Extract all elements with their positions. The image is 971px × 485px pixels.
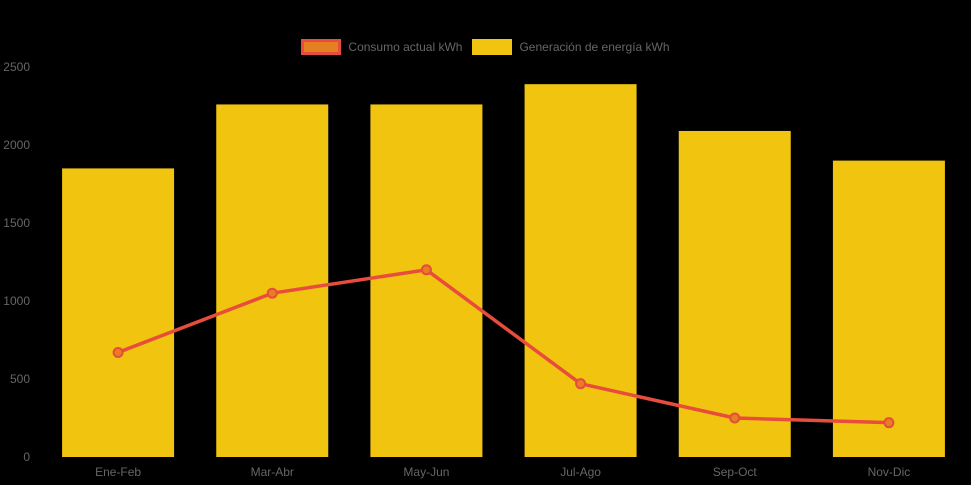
legend-swatch-generacion-icon (472, 39, 513, 55)
bar-Ene-Feb[interactable] (62, 168, 175, 457)
y-tick-label: 1500 (3, 216, 30, 230)
legend-label-consumo: Consumo actual kWh (348, 40, 463, 54)
legend-item-consumo[interactable]: Consumo actual kWh (301, 39, 462, 55)
bar-Mar-Abr[interactable] (216, 104, 329, 457)
y-tick-label: 0 (23, 450, 30, 464)
legend-swatch-consumo-icon (301, 39, 342, 55)
legend-label-generacion: Generación de energía kWh (519, 40, 670, 54)
point-Mar-Abr[interactable] (266, 287, 278, 299)
chart-legend: Consumo actual kWh Generación de energía… (0, 39, 971, 55)
point-Jul-Ago[interactable] (575, 378, 587, 390)
x-tick-label: Ene-Feb (95, 465, 141, 479)
point-May-Jun[interactable] (420, 264, 432, 276)
consumption-line (116, 268, 891, 425)
x-tick-label: May-Jun (403, 465, 449, 479)
y-tick-label: 500 (10, 372, 30, 386)
x-tick-label: Mar-Abr (251, 465, 294, 479)
legend-item-generacion[interactable]: Generación de energía kWh (472, 39, 670, 55)
bar-Nov-Dic[interactable] (832, 160, 945, 457)
point-Nov-Dic[interactable] (883, 417, 895, 429)
y-tick-label: 2500 (3, 60, 30, 74)
bar-Jul-Ago[interactable] (524, 84, 637, 457)
point-Sep-Oct[interactable] (729, 412, 741, 424)
y-tick-label: 2000 (3, 138, 30, 152)
bar-May-Jun[interactable] (370, 104, 483, 457)
bar-Sep-Oct[interactable] (678, 130, 791, 457)
x-tick-label: Sep-Oct (713, 465, 758, 479)
x-tick-label: Jul-Ago (560, 465, 601, 479)
x-tick-label: Nov-Dic (868, 465, 911, 479)
point-Ene-Feb[interactable] (112, 346, 124, 358)
y-tick-label: 1000 (3, 294, 30, 308)
